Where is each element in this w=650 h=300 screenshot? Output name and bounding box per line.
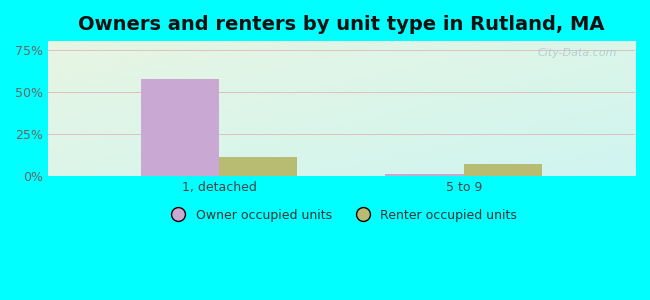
Text: City-Data.com: City-Data.com	[538, 48, 617, 58]
Title: Owners and renters by unit type in Rutland, MA: Owners and renters by unit type in Rutla…	[78, 15, 604, 34]
Bar	[463, 164, 542, 176]
Legend: Owner occupied units, Renter occupied units: Owner occupied units, Renter occupied un…	[161, 204, 523, 227]
Bar	[141, 79, 219, 176]
Bar	[219, 157, 298, 176]
Bar	[385, 174, 463, 176]
